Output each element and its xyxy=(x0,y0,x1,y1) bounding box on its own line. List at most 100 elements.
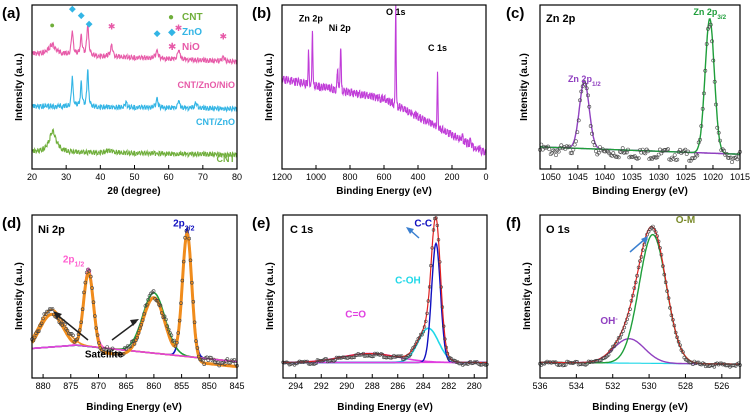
ni-data-point xyxy=(214,360,219,365)
panel-c-annotations: Zn 2p1/2Zn 2p3/2 xyxy=(568,7,727,88)
c-data-point xyxy=(443,337,447,341)
panel-b-annotations: Zn 2p Ni 2p O 1s C 1s xyxy=(299,7,447,53)
x-tick-label: 0 xyxy=(483,172,488,182)
ni-data-point xyxy=(132,342,137,346)
ni-data-point xyxy=(110,346,115,351)
o-data-point xyxy=(635,273,639,278)
zn-data-point xyxy=(616,155,621,160)
ni-data-point xyxy=(105,345,109,349)
x-tick-label: 600 xyxy=(376,172,391,182)
c-data-point xyxy=(351,355,355,359)
c-data-point xyxy=(420,333,424,337)
x-tick-label: 70 xyxy=(198,172,208,182)
c-data-point xyxy=(415,340,419,344)
x-tick-label: 536 xyxy=(532,381,547,391)
zn-data-point xyxy=(724,151,729,156)
zn-data-point xyxy=(578,98,582,103)
panel-b: (b) 1200 1000 800 600 400 200 0 Binding Energy… xyxy=(252,4,489,197)
c-data-point xyxy=(436,238,441,242)
c-data-point xyxy=(444,345,448,350)
ni-data-point xyxy=(190,280,194,285)
panel-f-frame xyxy=(539,214,741,379)
peak-annotation: C-C xyxy=(414,218,432,229)
ni-data-point xyxy=(196,354,201,359)
ni-data-point xyxy=(232,357,237,362)
zn-data-point xyxy=(636,156,641,161)
zn-data-point xyxy=(646,149,650,154)
ni-data-point xyxy=(63,322,67,327)
x-tick-label: 1015 xyxy=(730,172,750,182)
x-tick-label: 1025 xyxy=(676,172,696,182)
zn-data-point xyxy=(735,157,740,162)
peak-annotation: C-OH xyxy=(395,275,421,286)
ni-data-point xyxy=(71,333,75,338)
om-arrow xyxy=(629,236,648,253)
c-data-point xyxy=(380,352,385,357)
c-data-point xyxy=(426,299,430,303)
xrd-phase-marker: ✱ xyxy=(175,23,183,33)
zn-data-point xyxy=(552,149,557,154)
series-label-cnt-zno-nio: CNT/ZnO/NiO xyxy=(178,80,236,90)
o-data-point xyxy=(616,336,621,340)
ni-data-point xyxy=(90,286,94,290)
zn-data-point xyxy=(686,149,690,154)
o-oh-fit xyxy=(540,338,740,365)
ni-data-point xyxy=(145,302,149,307)
zn-data-point xyxy=(623,150,628,155)
panel-d-xlabel: Binding Energy (eV) xyxy=(86,402,182,413)
ni-data-point xyxy=(212,357,216,362)
x-tick-label: 1200 xyxy=(272,172,292,182)
x-tick-label: 528 xyxy=(678,381,693,391)
zn-data-point xyxy=(712,79,717,84)
ni-data-point xyxy=(201,358,205,363)
x-tick-label: 880 xyxy=(36,381,51,391)
ni-data-point xyxy=(75,337,79,342)
o-data-point xyxy=(672,323,677,328)
zn-data-point xyxy=(663,147,668,152)
o-data-point xyxy=(666,296,671,300)
ni-data-point xyxy=(42,312,47,316)
zn-data-point xyxy=(702,91,706,96)
zn-2p32-fit xyxy=(540,18,740,155)
o-data-point xyxy=(573,359,578,364)
zn-data-point xyxy=(711,58,716,63)
panel-c-x-ticks: 1050 1045 1040 1035 1030 1025 1020 1015 xyxy=(541,165,750,182)
zn-data-point xyxy=(662,148,666,153)
zn-data-point xyxy=(672,153,677,158)
ni-data-point xyxy=(186,227,190,231)
zn-data-point xyxy=(640,147,645,152)
o-data-point xyxy=(669,313,674,318)
o-data-point xyxy=(662,272,667,277)
o-data-point xyxy=(665,289,669,293)
panel-b-plot xyxy=(281,4,487,157)
c-data-point xyxy=(438,260,442,264)
panel-d-label: (d) xyxy=(2,215,21,232)
ni-data-point xyxy=(172,338,176,343)
panel-e-ylabel: Intensity (a.u.) xyxy=(265,262,276,330)
zn-data-point xyxy=(699,124,704,128)
panel-a-plot: ●◆◆◆ ✱◆ ✱✱ xyxy=(31,4,238,159)
panel-c-title: Zn 2p xyxy=(546,13,576,25)
ni-data-point xyxy=(108,348,112,353)
ni-data-point xyxy=(84,270,89,275)
c-data-point xyxy=(290,361,294,366)
ni-data-point xyxy=(158,303,163,308)
o-data-point xyxy=(615,339,619,344)
x-tick-label: 1040 xyxy=(595,172,615,182)
o-data-point xyxy=(709,363,714,368)
panel-f: (f) 536 534 532 530 528 526 O 1s Binding Ener… xyxy=(506,214,742,413)
legend-zno-label: ZnO xyxy=(182,27,202,38)
cc-arrowhead xyxy=(406,227,414,234)
c-data-point xyxy=(314,361,318,365)
ni-data-point xyxy=(162,314,167,319)
o-data-point xyxy=(552,360,557,365)
c-data-point xyxy=(413,342,418,346)
o-data-point xyxy=(631,293,635,298)
panel-a-legend: ● CNT ◆ ZnO ✱ NiO xyxy=(168,12,203,53)
ni-data-point xyxy=(35,329,40,334)
zn-data-point xyxy=(695,153,700,158)
ni-data-point xyxy=(68,332,73,336)
panel-d-ylabel: Intensity (a.u.) xyxy=(14,262,25,330)
zn-data-point xyxy=(547,147,552,152)
